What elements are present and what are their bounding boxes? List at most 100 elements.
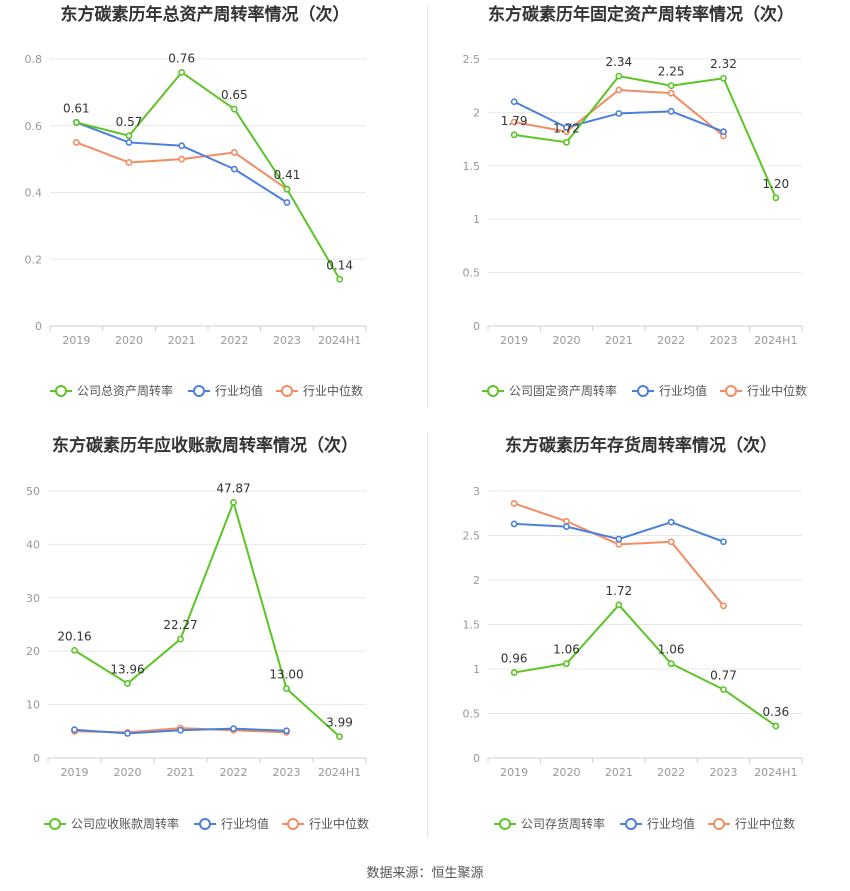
- legend-circle-icon: [281, 385, 293, 397]
- y-tick-label: 0: [473, 320, 480, 333]
- y-tick-label: 0.8: [25, 53, 43, 66]
- legend-label: 公司总资产周转率: [77, 383, 173, 398]
- data-source-note: 数据来源：恒生聚源: [366, 866, 484, 881]
- legend-label: 行业均值: [221, 816, 269, 831]
- data-point-company: [283, 185, 291, 193]
- y-tick-label: 0: [33, 752, 40, 765]
- data-point-industry_avg: [283, 727, 290, 735]
- legend-circle-icon: [487, 385, 499, 397]
- data-point-company: [772, 722, 780, 730]
- data-point-company: [124, 680, 131, 687]
- legend-item-industry_avg[interactable]: 行业均值: [188, 383, 263, 398]
- data-point-company: [283, 685, 290, 692]
- y-tick-label: 0: [473, 752, 480, 765]
- data-point-industry_avg: [71, 726, 78, 734]
- data-point-company: [230, 498, 237, 506]
- data-point-company: [667, 660, 675, 668]
- x-tick-label: 2019: [500, 766, 528, 779]
- x-tick-label: 2022: [220, 766, 248, 779]
- x-tick-label: 2023: [273, 766, 301, 779]
- x-tick-label: 2023: [273, 334, 301, 347]
- x-tick-label: 2020: [553, 766, 581, 779]
- chart-title: 东方碳素历年应收账款周转率情况（次）: [52, 435, 358, 456]
- chart-title: 东方碳素历年存货周转率情况（次）: [505, 435, 777, 456]
- legend-item-industry_avg[interactable]: 行业均值: [620, 816, 695, 831]
- x-tick-label: 2021: [605, 766, 633, 779]
- data-label: 3.99: [326, 716, 353, 730]
- data-label: 0.41: [274, 168, 301, 182]
- data-label: 1.20: [762, 177, 789, 191]
- data-point-industry_median: [510, 118, 518, 126]
- data-label: 0.77: [710, 668, 737, 682]
- y-tick-label: 40: [26, 538, 40, 551]
- x-tick-label: 2020: [553, 334, 581, 347]
- legend-item-company[interactable]: 公司存货周转率: [494, 816, 605, 831]
- legend-circle-icon: [199, 818, 211, 830]
- data-point-company: [667, 82, 675, 90]
- data-label: 1.06: [658, 643, 685, 657]
- data-label: 47.87: [216, 481, 250, 495]
- y-tick-label: 1: [473, 213, 480, 226]
- x-tick-label: 2023: [710, 334, 738, 347]
- data-point-industry_avg: [510, 520, 518, 528]
- data-point-industry_median: [667, 538, 675, 546]
- data-label: 1.79: [501, 114, 528, 128]
- x-tick-label: 2024H1: [318, 766, 361, 779]
- legend-item-company[interactable]: 公司总资产周转率: [50, 383, 173, 398]
- y-tick-label: 10: [26, 699, 40, 712]
- legend-item-industry_avg[interactable]: 行业均值: [632, 383, 707, 398]
- legend-item-company[interactable]: 公司应收账款周转率: [44, 816, 179, 831]
- data-label: 1.72: [553, 121, 580, 135]
- x-tick-label: 2022: [220, 334, 248, 347]
- y-tick-label: 30: [26, 592, 40, 605]
- legend-label: 行业中位数: [309, 816, 369, 831]
- x-tick-label: 2020: [114, 766, 142, 779]
- series-line-company: [76, 71, 341, 280]
- vertical-divider-bottom: [427, 432, 428, 838]
- y-tick-label: 1.5: [463, 160, 481, 173]
- data-point-industry_median: [720, 602, 727, 610]
- data-point-company: [615, 72, 623, 80]
- legend-item-industry_median[interactable]: 行业中位数: [708, 816, 795, 831]
- data-point-company: [720, 74, 727, 82]
- y-tick-label: 1.5: [463, 619, 481, 632]
- legend-circle-icon: [713, 818, 725, 830]
- data-point-industry_avg: [510, 98, 518, 106]
- data-point-industry_median: [563, 517, 570, 525]
- legend-item-industry_median[interactable]: 行业中位数: [720, 383, 807, 398]
- legend-circle-icon: [49, 818, 61, 830]
- data-point-company: [510, 669, 518, 676]
- y-tick-label: 1: [473, 663, 480, 676]
- data-point-industry_avg: [563, 123, 570, 131]
- y-tick-label: 50: [26, 485, 40, 498]
- data-point-company: [720, 686, 727, 693]
- data-label: 1.06: [553, 643, 580, 657]
- x-tick-label: 2021: [168, 334, 196, 347]
- legend-item-company[interactable]: 公司固定资产周转率: [482, 383, 617, 398]
- data-point-industry_median: [72, 139, 80, 146]
- data-point-company: [71, 646, 78, 654]
- data-label: 22.27: [163, 618, 197, 632]
- legend-item-industry_median[interactable]: 行业中位数: [282, 816, 369, 831]
- y-tick-label: 2.5: [463, 53, 481, 66]
- y-tick-label: 0: [35, 320, 42, 333]
- chart-panel-4: 东方碳素历年存货周转率情况（次） 0 0.5 1 1.5 2 2.5 3 2019 2020 202…: [463, 435, 803, 831]
- legend-item-industry_median[interactable]: 行业中位数: [276, 383, 363, 398]
- legend-circle-icon: [637, 385, 649, 397]
- x-tick-label: 2024H1: [754, 766, 797, 779]
- y-tick-label: 0.6: [25, 120, 43, 133]
- data-point-industry_median: [178, 155, 186, 163]
- chart-panel-1: 东方碳素历年总资产周转率情况（次） 0 0.2 0.4 0.6 0.8 2019 2020 20…: [25, 4, 367, 398]
- legend-circle-icon: [725, 385, 737, 397]
- chart-panel-2: 东方碳素历年固定资产周转率情况（次） 0 0.5 1 1.5 2 2.5 2019 2020 20…: [463, 4, 808, 398]
- data-point-industry_avg: [124, 730, 131, 737]
- legend-circle-icon: [287, 818, 299, 830]
- y-tick-label: 3: [473, 485, 480, 498]
- y-tick-label: 2: [473, 106, 480, 119]
- data-point-industry_avg: [667, 518, 675, 526]
- data-point-company: [72, 119, 80, 126]
- data-point-industry_avg: [283, 199, 291, 206]
- data-point-company: [510, 131, 518, 139]
- legend-item-industry_avg[interactable]: 行业均值: [194, 816, 269, 831]
